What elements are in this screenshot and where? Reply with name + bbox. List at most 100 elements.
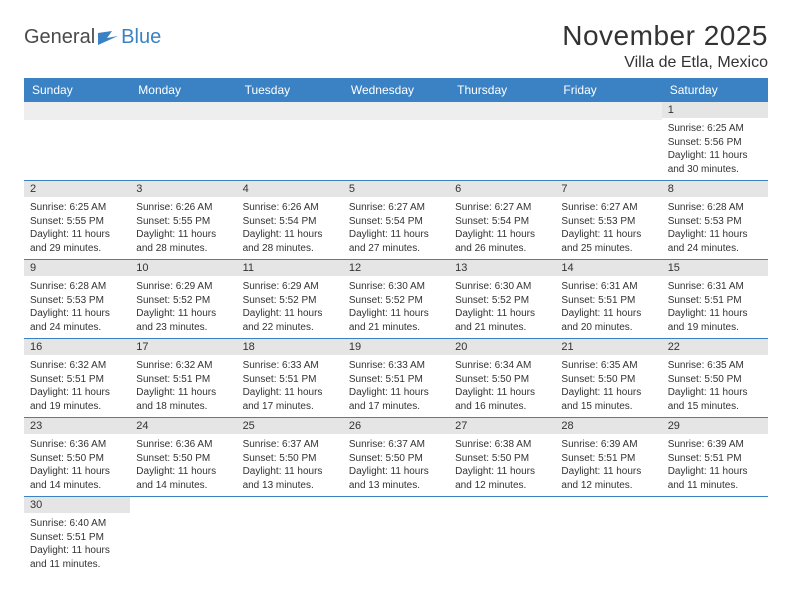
sunset-text: Sunset: 5:53 PM bbox=[668, 215, 762, 229]
calendar-row: 1 Sunrise: 6:25 AMSunset: 5:56 PMDaylight… bbox=[24, 102, 768, 181]
cell-content: Sunrise: 6:35 AMSunset: 5:50 PMDaylight:… bbox=[555, 357, 661, 417]
daylight-text: Daylight: 11 hours and 30 minutes. bbox=[668, 149, 762, 176]
calendar-cell: 1 Sunrise: 6:25 AMSunset: 5:56 PMDaylight… bbox=[662, 102, 768, 181]
daylight-text: Daylight: 11 hours and 12 minutes. bbox=[561, 465, 655, 492]
sunset-text: Sunset: 5:54 PM bbox=[349, 215, 443, 229]
sunset-text: Sunset: 5:55 PM bbox=[136, 215, 230, 229]
calendar-cell bbox=[130, 497, 236, 576]
sunset-text: Sunset: 5:51 PM bbox=[349, 373, 443, 387]
sunrise-text: Sunrise: 6:36 AM bbox=[30, 438, 124, 452]
sunrise-text: Sunrise: 6:33 AM bbox=[243, 359, 337, 373]
title-block: November 2025 Villa de Etla, Mexico bbox=[562, 20, 768, 72]
day-number: 27 bbox=[449, 418, 555, 434]
day-number: 8 bbox=[662, 181, 768, 197]
cell-content: Sunrise: 6:30 AMSunset: 5:52 PMDaylight:… bbox=[343, 278, 449, 338]
calendar-row: 30Sunrise: 6:40 AMSunset: 5:51 PMDayligh… bbox=[24, 497, 768, 576]
sunset-text: Sunset: 5:50 PM bbox=[243, 452, 337, 466]
calendar-cell bbox=[130, 102, 236, 181]
daylight-text: Daylight: 11 hours and 29 minutes. bbox=[30, 228, 124, 255]
calendar-cell: 24 Sunrise: 6:36 AMSunset: 5:50 PMDayligh… bbox=[130, 418, 236, 497]
location-text: Villa de Etla, Mexico bbox=[562, 54, 768, 72]
sunset-text: Sunset: 5:53 PM bbox=[30, 294, 124, 308]
flag-icon bbox=[98, 31, 118, 45]
sunset-text: Sunset: 5:55 PM bbox=[30, 215, 124, 229]
sunrise-text: Sunrise: 6:31 AM bbox=[668, 280, 762, 294]
daylight-text: Daylight: 11 hours and 25 minutes. bbox=[561, 228, 655, 255]
cell-content: Sunrise: 6:35 AMSunset: 5:50 PMDaylight:… bbox=[662, 357, 768, 417]
calendar-cell bbox=[343, 497, 449, 576]
calendar-cell bbox=[343, 102, 449, 181]
sunset-text: Sunset: 5:50 PM bbox=[30, 452, 124, 466]
logo-text-1: General bbox=[24, 26, 95, 49]
day-number: 4 bbox=[237, 181, 343, 197]
sunset-text: Sunset: 5:52 PM bbox=[455, 294, 549, 308]
sunrise-text: Sunrise: 6:37 AM bbox=[243, 438, 337, 452]
day-number: 7 bbox=[555, 181, 661, 197]
calendar-cell: 14Sunrise: 6:31 AMSunset: 5:51 PMDayligh… bbox=[555, 260, 661, 339]
calendar-cell: 16Sunrise: 6:32 AMSunset: 5:51 PMDayligh… bbox=[24, 339, 130, 418]
daylight-text: Daylight: 11 hours and 16 minutes. bbox=[455, 386, 549, 413]
calendar-page: General Blue November 2025 Villa de Etla… bbox=[0, 0, 792, 595]
calendar-cell: 9Sunrise: 6:28 AMSunset: 5:53 PMDaylight… bbox=[24, 260, 130, 339]
calendar-cell bbox=[662, 497, 768, 576]
sunrise-text: Sunrise: 6:27 AM bbox=[561, 201, 655, 215]
sunrise-text: Sunrise: 6:31 AM bbox=[561, 280, 655, 294]
month-title: November 2025 bbox=[562, 20, 768, 52]
empty-day-header bbox=[24, 102, 130, 120]
sunset-text: Sunset: 5:54 PM bbox=[243, 215, 337, 229]
day-number: 2 bbox=[24, 181, 130, 197]
calendar-cell bbox=[237, 497, 343, 576]
sunrise-text: Sunrise: 6:28 AM bbox=[668, 201, 762, 215]
day-number: 24 bbox=[130, 418, 236, 434]
cell-content: Sunrise: 6:31 AMSunset: 5:51 PMDaylight:… bbox=[662, 278, 768, 338]
daylight-text: Daylight: 11 hours and 11 minutes. bbox=[30, 544, 124, 571]
day-number: 30 bbox=[24, 497, 130, 513]
daylight-text: Daylight: 11 hours and 11 minutes. bbox=[668, 465, 762, 492]
day-number: 21 bbox=[555, 339, 661, 355]
cell-content: Sunrise: 6:28 AMSunset: 5:53 PMDaylight:… bbox=[24, 278, 130, 338]
daylight-text: Daylight: 11 hours and 27 minutes. bbox=[349, 228, 443, 255]
sunset-text: Sunset: 5:51 PM bbox=[30, 373, 124, 387]
day-number: 26 bbox=[343, 418, 449, 434]
daylight-text: Daylight: 11 hours and 21 minutes. bbox=[455, 307, 549, 334]
sunrise-text: Sunrise: 6:25 AM bbox=[668, 122, 762, 136]
daylight-text: Daylight: 11 hours and 17 minutes. bbox=[349, 386, 443, 413]
calendar-cell: 25Sunrise: 6:37 AMSunset: 5:50 PMDayligh… bbox=[237, 418, 343, 497]
daylight-text: Daylight: 11 hours and 21 minutes. bbox=[349, 307, 443, 334]
daylight-text: Daylight: 11 hours and 13 minutes. bbox=[349, 465, 443, 492]
sunset-text: Sunset: 5:52 PM bbox=[349, 294, 443, 308]
calendar-cell: 26Sunrise: 6:37 AMSunset: 5:50 PMDayligh… bbox=[343, 418, 449, 497]
day-number: 14 bbox=[555, 260, 661, 276]
sunrise-text: Sunrise: 6:30 AM bbox=[349, 280, 443, 294]
calendar-cell: 6Sunrise: 6:27 AMSunset: 5:54 PMDaylight… bbox=[449, 181, 555, 260]
calendar-table: Sunday Monday Tuesday Wednesday Thursday… bbox=[24, 78, 768, 575]
cell-content: Sunrise: 6:27 AMSunset: 5:54 PMDaylight:… bbox=[343, 199, 449, 259]
empty-day-header bbox=[130, 102, 236, 120]
day-number: 13 bbox=[449, 260, 555, 276]
daylight-text: Daylight: 11 hours and 24 minutes. bbox=[668, 228, 762, 255]
day-header: Monday bbox=[130, 78, 236, 102]
sunrise-text: Sunrise: 6:40 AM bbox=[30, 517, 124, 531]
calendar-body: 1Sunrise: 6:25 AMSunset: 5:56 PMDaylight… bbox=[24, 102, 768, 575]
day-number: 29 bbox=[662, 418, 768, 434]
sunset-text: Sunset: 5:56 PM bbox=[668, 136, 762, 150]
daylight-text: Daylight: 11 hours and 15 minutes. bbox=[668, 386, 762, 413]
sunset-text: Sunset: 5:51 PM bbox=[668, 452, 762, 466]
calendar-cell: 3Sunrise: 6:26 AMSunset: 5:55 PMDaylight… bbox=[130, 181, 236, 260]
day-number: 15 bbox=[662, 260, 768, 276]
sunrise-text: Sunrise: 6:38 AM bbox=[455, 438, 549, 452]
calendar-cell bbox=[555, 497, 661, 576]
sunrise-text: Sunrise: 6:25 AM bbox=[30, 201, 124, 215]
empty-day-header bbox=[237, 102, 343, 120]
day-number: 18 bbox=[237, 339, 343, 355]
day-number: 23 bbox=[24, 418, 130, 434]
cell-content: Sunrise: 6:38 AMSunset: 5:50 PMDaylight:… bbox=[449, 436, 555, 496]
calendar-cell: 20Sunrise: 6:34 AMSunset: 5:50 PMDayligh… bbox=[449, 339, 555, 418]
day-number: 25 bbox=[237, 418, 343, 434]
day-number: 22 bbox=[662, 339, 768, 355]
day-number: 1 bbox=[662, 102, 768, 118]
calendar-cell: 19Sunrise: 6:33 AMSunset: 5:51 PMDayligh… bbox=[343, 339, 449, 418]
cell-content: Sunrise: 6:36 AMSunset: 5:50 PMDaylight:… bbox=[130, 436, 236, 496]
calendar-cell: 7Sunrise: 6:27 AMSunset: 5:53 PMDaylight… bbox=[555, 181, 661, 260]
sunset-text: Sunset: 5:51 PM bbox=[668, 294, 762, 308]
